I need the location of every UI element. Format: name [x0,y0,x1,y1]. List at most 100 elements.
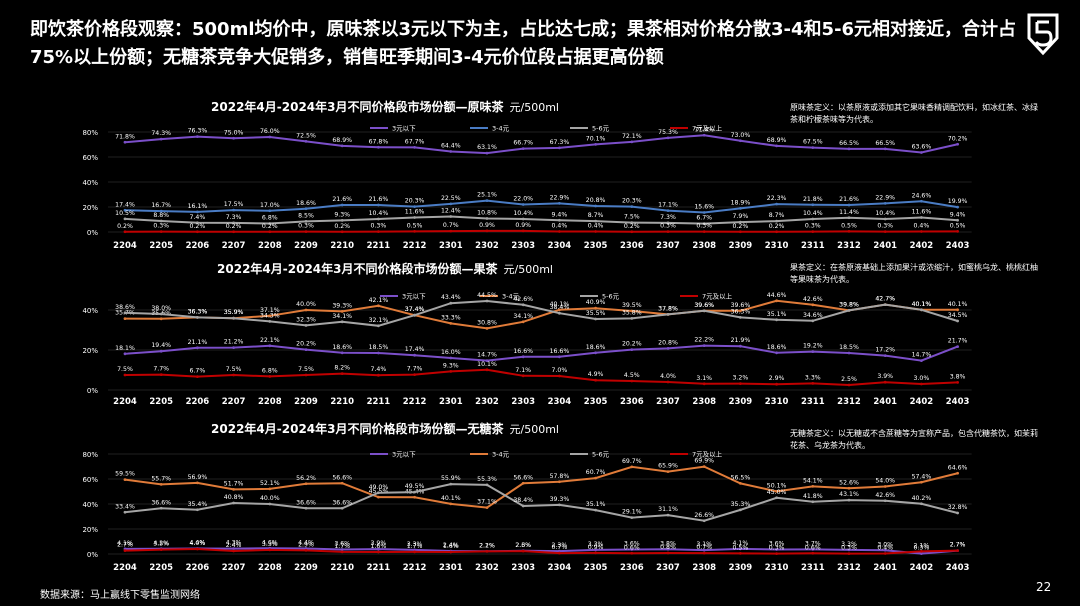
data-label: 56.6% [513,474,533,481]
data-label: 30.8% [477,319,497,326]
data-label: 2.6% [515,542,531,549]
data-point [123,317,127,320]
data-point [377,203,380,207]
data-point [739,481,742,485]
data-label: 21.9% [731,337,751,344]
chart-panel-sugar-free-tea: 2022年4月-2024年3月不同价格段市场份额—无糖茶 元/500ml 无糖茶定… [0,412,1080,580]
data-point [377,324,380,328]
data-label: 0.2% [117,223,133,230]
x-tick-label: 2212 [403,563,427,573]
data-label: 33.3% [441,314,461,321]
data-point [666,313,670,316]
data-label: 37.8% [658,305,678,312]
x-tick-label: 2302 [475,397,499,407]
data-label: 41.8% [803,493,823,500]
x-tick-label: 2304 [548,563,572,573]
data-label: 3.5% [153,541,169,548]
data-label: 21.8% [803,196,823,203]
data-point [377,550,380,554]
x-tick-label: 2205 [149,397,173,407]
data-label: 0.7% [443,222,459,229]
data-point [413,145,416,149]
data-label: 0.2% [334,223,350,230]
data-point [485,199,489,203]
data-label: 22.9% [550,194,570,201]
data-point [630,516,634,520]
data-point [196,210,199,214]
x-tick-label: 2209 [294,563,318,573]
data-point [268,487,272,491]
data-point [956,308,959,312]
data-label: 22.9% [875,194,895,201]
data-point [268,135,272,139]
data-label: 2.7% [950,542,966,549]
data-label: 56.6% [332,474,352,481]
data-point [739,382,742,385]
data-label: 3.2% [733,375,749,382]
data-point [594,476,597,480]
data-point [232,373,236,377]
data-label: 1.7% [334,543,350,550]
data-point [377,547,380,551]
data-label: 0.2% [190,223,206,230]
header: 即饮茶价格段观察：500ml均价中，原味茶以3元以下为主，占比达七成；果茶相对价… [0,0,1080,84]
data-point [630,348,634,351]
data-point [232,547,236,551]
x-tick-label: 2210 [330,241,354,251]
data-point [521,320,525,324]
x-tick-label: 2311 [801,563,825,573]
data-point [413,490,416,494]
y-tick-label: 40% [82,307,98,315]
data-label: 0.9% [515,222,531,229]
y-tick-label: 20% [82,526,98,534]
data-label: 22.0% [513,196,533,203]
x-tick-label: 2310 [765,241,789,251]
data-label: 43.4% [441,294,461,301]
data-point [956,229,959,233]
data-point [630,551,634,555]
series-line [124,547,958,555]
data-label: 60.7% [586,469,606,476]
data-label: 40.1% [912,301,932,308]
data-label: 0.3% [153,223,169,230]
data-label: 34.5% [948,312,968,319]
data-label: 17.0% [260,202,280,209]
data-label: 10.4% [369,210,389,217]
data-point [159,230,163,234]
data-label: 49.5% [405,483,425,490]
data-point [883,552,887,555]
data-point [340,230,344,234]
x-tick-label: 2306 [620,563,644,573]
data-label: 10.1% [477,361,497,368]
data-point [304,506,308,510]
data-point [739,508,742,512]
data-point [123,510,127,514]
data-label: 39.8% [839,301,859,308]
data-label: 49.0% [369,484,389,491]
series-line [124,465,958,509]
data-point [340,320,344,324]
data-label: 0.6% [805,544,821,551]
data-point [232,221,236,225]
data-point [159,137,163,141]
data-point [558,549,561,553]
data-point [666,551,670,555]
series-line [124,344,958,362]
data-point [811,230,815,234]
data-label: 35.1% [767,311,787,318]
chart-unit: 元/500ml [509,101,559,114]
data-point [630,548,634,551]
series-line [124,483,958,522]
data-point [847,486,851,490]
data-label: 0.7% [696,544,712,551]
data-label: 21.7% [948,338,968,345]
data-point [666,136,670,140]
data-point [883,303,887,306]
data-point [232,346,236,349]
data-point [340,203,344,207]
data-label: 8.5% [298,212,314,219]
data-point [268,502,272,506]
chart-panel-fruit-tea: 2022年4月-2024年3月不同价格段市场份额—果茶 元/500ml 果茶定义：… [0,254,1080,412]
data-label: 3.9% [877,373,893,380]
data-point [449,301,453,305]
